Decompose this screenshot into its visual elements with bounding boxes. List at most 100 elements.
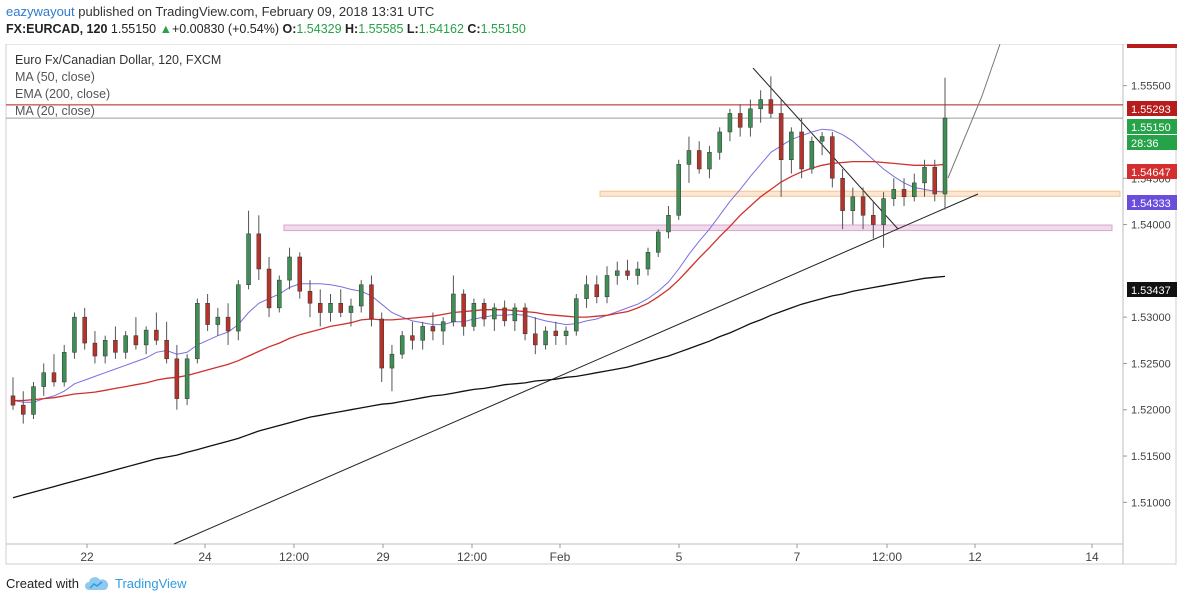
candle-body-31 [328,303,333,313]
legend-ema200[interactable]: EMA (200, close) [15,87,111,101]
y-tick-label-6: 1.51500 [1131,451,1171,463]
candle-body-57 [594,284,600,298]
candle-body-37 [389,353,395,369]
candle-body-3 [41,372,46,387]
candle-body-5 [61,352,67,383]
candle-body-33 [348,305,354,313]
ascending-trendline[interactable] [173,193,979,545]
candle-body-29 [307,290,313,304]
last-price: 1.55150 [110,22,157,36]
publish-header: eazywayout published on TradingView.com,… [0,0,1182,44]
candle-body-61 [635,268,640,276]
candle-body-14 [154,329,159,341]
x-tick-label-10: 14 [1085,550,1099,564]
candle-body-49 [512,307,518,322]
x-tick-label-6: 5 [676,550,683,564]
candle-body-56 [584,284,589,299]
candle-body-66 [686,150,692,165]
candle-body-76 [789,131,794,160]
price-label-text-5: 1.53437 [1131,285,1171,297]
candle-body-9 [102,340,108,357]
candle-body-39 [410,335,415,341]
candle-body-82 [850,196,856,211]
projection-arrow[interactable] [947,44,1001,179]
candle-body-73 [758,99,763,110]
x-tick-label-1: 24 [198,550,212,564]
x-tick-label-5: Feb [550,550,571,564]
created-with-text: Created with [6,576,79,591]
footer: Created with TradingView [6,576,187,591]
tradingview-cloud-icon [84,576,109,590]
descending-trendline[interactable] [752,67,899,230]
candle-body-15 [164,340,169,360]
candle-body-48 [502,307,507,322]
candle-body-65 [676,164,681,216]
candle-body-51 [533,333,538,346]
candle-body-0 [10,395,16,406]
candle-body-12 [133,335,139,346]
candle-body-32 [338,303,343,313]
price-label-box-4 [1127,195,1177,210]
trend-lines [173,44,1001,545]
low-label: L: [406,22,419,36]
candle-body-69 [717,131,722,153]
candle-body-79 [819,136,825,142]
published-text: published on TradingView.com, February 0… [78,4,435,19]
series-line-2 [12,275,946,499]
change-arrow-icon: ▲ [159,22,172,36]
candle-body-67 [696,150,702,170]
candle-body-10 [113,340,118,353]
candle-body-45 [471,303,477,327]
candle-body-90 [932,166,938,195]
candle-body-63 [655,231,661,253]
candle-body-74 [768,99,774,114]
y-tick-label-0: 1.55500 [1131,81,1171,93]
symbol-quote-line: FX:EURCAD, 120 1.55150 ▲+0.00830 (+0.54%… [6,22,526,36]
author-link[interactable]: eazywayout [6,4,75,19]
candle-body-22 [236,284,241,332]
candle-body-70 [727,113,733,133]
candle-body-78 [809,140,815,170]
legend-title: Euro Fx/Canadian Dollar, 120, FXCM [15,53,222,67]
candle-body-50 [522,307,528,335]
price-label-box-5 [1127,282,1177,297]
candle-body-43 [451,293,456,323]
price-label-top-cut [1127,44,1177,48]
close-label: C: [467,22,481,36]
price-label-text-4: 1.54333 [1131,198,1171,210]
candle-body-89 [922,166,927,184]
candle-body-16 [174,358,180,399]
price-label-box-3 [1127,164,1177,179]
y-tick-label-3: 1.53000 [1131,312,1171,324]
price-label-box-1 [1127,119,1177,134]
candle-body-8 [92,342,98,357]
legend-ma50[interactable]: MA (50, close) [15,70,95,84]
candle-body-1 [20,404,26,415]
x-tick-label-4: 12:00 [457,550,487,564]
candle-body-84 [871,215,876,225]
candle-body-52 [543,330,548,346]
open-value: 1.54329 [296,22,342,36]
close-value: 1.55150 [480,22,526,36]
horizontal-levels [6,104,1123,119]
candle-body-58 [604,275,610,298]
candle-body-11 [123,335,128,353]
candle-body-20 [215,316,221,325]
candle-body-68 [707,152,712,170]
candle-body-46 [481,303,487,320]
y-tick-label-2: 1.54000 [1131,220,1171,232]
price-label-text-0: 1.55293 [1131,104,1171,116]
chart-frame [5,44,1177,565]
candle-body-80 [830,136,835,179]
price-label-text-3: 1.54647 [1131,167,1171,179]
price-chart[interactable]: 1.555001.545001.540001.530001.525001.520… [0,44,1182,574]
candle-body-26 [277,279,282,309]
y-tick-label-5: 1.52000 [1131,405,1171,417]
candle-body-86 [891,189,897,199]
candle-body-81 [840,178,845,211]
candle-body-75 [778,113,784,160]
tradingview-link[interactable]: TradingView [114,576,187,591]
legend-ma20[interactable]: MA (20, close) [15,104,95,118]
candle-body-7 [82,316,87,344]
candle-body-4 [51,372,57,383]
